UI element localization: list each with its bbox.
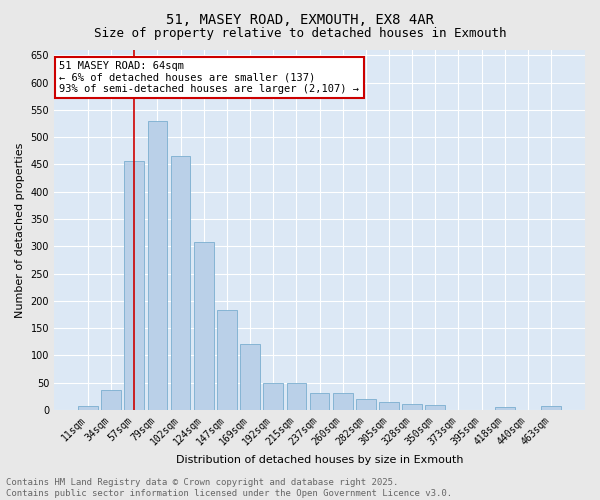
Text: Size of property relative to detached houses in Exmouth: Size of property relative to detached ho… — [94, 28, 506, 40]
Bar — [148, 121, 167, 410]
Bar — [263, 382, 283, 410]
Bar — [333, 394, 353, 410]
Bar — [425, 406, 445, 410]
Bar — [379, 402, 399, 410]
Text: Contains HM Land Registry data © Crown copyright and database right 2025.
Contai: Contains HM Land Registry data © Crown c… — [6, 478, 452, 498]
Bar — [402, 404, 422, 410]
Bar — [356, 399, 376, 410]
Bar — [101, 390, 121, 410]
X-axis label: Distribution of detached houses by size in Exmouth: Distribution of detached houses by size … — [176, 455, 463, 465]
Bar — [310, 394, 329, 410]
Text: 51, MASEY ROAD, EXMOUTH, EX8 4AR: 51, MASEY ROAD, EXMOUTH, EX8 4AR — [166, 12, 434, 26]
Bar — [217, 310, 237, 410]
Bar — [287, 382, 306, 410]
Bar — [171, 156, 190, 410]
Bar — [541, 406, 561, 410]
Bar — [194, 242, 214, 410]
Text: 51 MASEY ROAD: 64sqm
← 6% of detached houses are smaller (137)
93% of semi-detac: 51 MASEY ROAD: 64sqm ← 6% of detached ho… — [59, 61, 359, 94]
Bar — [124, 160, 144, 410]
Bar — [78, 406, 98, 410]
Bar — [240, 344, 260, 410]
Bar — [495, 407, 515, 410]
Y-axis label: Number of detached properties: Number of detached properties — [15, 142, 25, 318]
